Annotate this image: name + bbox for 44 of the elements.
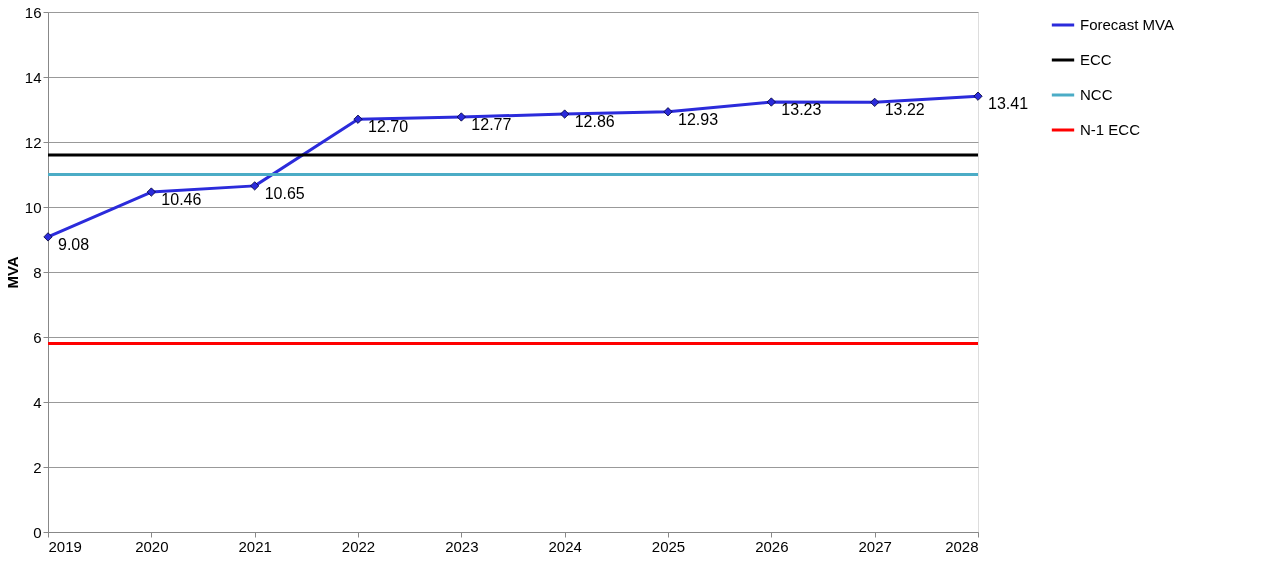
point [353, 114, 363, 124]
x-tick-label: 2022 [341, 537, 376, 555]
data-label: 9.08 [58, 235, 90, 253]
y-tick-label: 0 [33, 523, 42, 541]
x-tick-label: 2023 [445, 537, 479, 555]
point [973, 91, 983, 101]
point [43, 232, 53, 242]
point [456, 112, 466, 122]
point [870, 97, 880, 107]
x-tick-label: 2021 [238, 537, 272, 555]
y-tick-label: 10 [24, 198, 42, 216]
data-label: 12.70 [368, 118, 409, 136]
point [560, 109, 570, 119]
y-tick-label: 12 [24, 133, 42, 151]
data-label: 12.77 [471, 115, 512, 133]
legend-label: NCC [1080, 86, 1113, 103]
point [766, 97, 776, 107]
legend-label: N-1 ECC [1080, 121, 1141, 138]
x-tick-label: 2025 [651, 537, 686, 555]
x-tick-label: 2019 [48, 537, 82, 555]
y-tick-label: 8 [33, 263, 42, 281]
legend-label: ECC [1080, 51, 1112, 68]
data-label: 13.22 [884, 101, 925, 119]
x-tick-label: 2028 [945, 537, 979, 555]
x-tick-label: 2026 [755, 537, 789, 555]
y-tick-label: 16 [24, 3, 42, 21]
data-label: 10.46 [161, 191, 202, 209]
data-label: 13.23 [781, 101, 822, 119]
y-tick-label: 6 [33, 328, 42, 346]
data-label: 13.41 [988, 95, 1029, 113]
point [663, 107, 673, 117]
y-tick-label: 14 [24, 68, 42, 86]
y-tick-label: 2 [33, 458, 42, 476]
x-tick-label: 2024 [548, 537, 582, 555]
legend-label: Forecast MVA [1080, 16, 1174, 33]
x-tick-label: 2027 [858, 537, 892, 555]
y-axis-title: MVA [3, 256, 21, 289]
point [146, 187, 156, 197]
data-label: 10.65 [264, 184, 305, 202]
point [250, 181, 260, 191]
data-label: 12.86 [574, 113, 615, 131]
y-tick-label: 4 [33, 393, 42, 411]
x-tick-label: 2020 [135, 537, 169, 555]
data-label: 12.93 [678, 110, 719, 128]
